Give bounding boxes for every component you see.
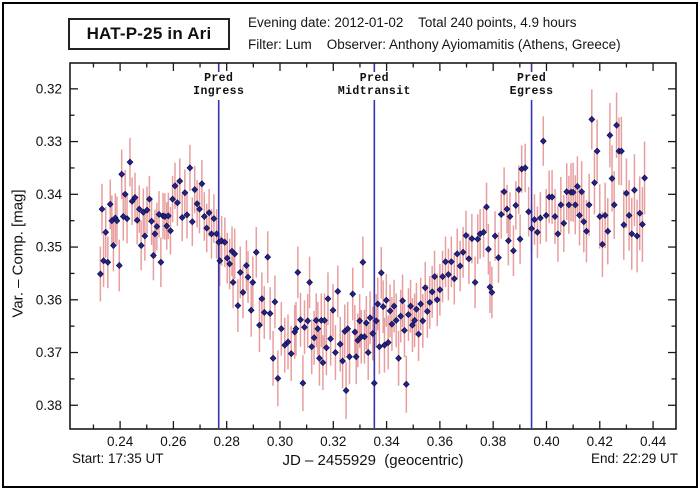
pred-midtransit-label: Pred xyxy=(360,72,389,85)
pred-ingress-label-2: Ingress xyxy=(193,85,244,98)
x-axis-label: JD – 2455929 (geocentric) xyxy=(282,452,464,469)
y-tick-labels: 0.32 0.33 0.34 0.35 0.36 0.37 0.38 xyxy=(36,81,63,412)
x-tick-label: 0.44 xyxy=(640,434,667,449)
y-tick-label: 0.33 xyxy=(36,134,62,149)
pred-midtransit-label-2: Midtransit xyxy=(338,85,411,98)
pred-egress-label-2: Egress xyxy=(510,85,554,98)
x-tick-labels: 0.24 0.26 0.28 0.30 0.32 0.34 0.36 0.38 0.40 0.42… xyxy=(107,434,667,449)
x-tick-label: 0.34 xyxy=(373,434,400,449)
y-axis-label: Var. – Comp. [mag] xyxy=(9,189,27,318)
x-tick-label: 0.38 xyxy=(480,434,506,449)
header-line-1: Evening date: 2012-01-02 Total 240 point… xyxy=(248,15,577,30)
x-tick-label: 0.36 xyxy=(427,434,453,449)
x-tick-label: 0.24 xyxy=(107,434,134,449)
title-box: HAT-P-25 in Ari xyxy=(68,18,230,50)
x-tick-label: 0.40 xyxy=(533,434,559,449)
data-points xyxy=(97,115,648,395)
pred-egress-label: Pred xyxy=(517,72,546,85)
y-tick-label: 0.36 xyxy=(36,292,62,307)
x-tick-label: 0.42 xyxy=(587,434,613,449)
y-tick-label: 0.32 xyxy=(36,81,62,96)
y-tick-label: 0.35 xyxy=(36,240,62,255)
axis-ticks xyxy=(70,63,676,429)
end-time-label: End: 22:29 UT xyxy=(590,451,678,466)
y-tick-label: 0.34 xyxy=(36,187,63,202)
page-title: HAT-P-25 in Ari xyxy=(86,24,212,43)
x-tick-label: 0.32 xyxy=(320,434,346,449)
start-time-label: Start: 17:35 UT xyxy=(72,451,164,466)
pred-ingress-label: Pred xyxy=(204,72,233,85)
y-tick-label: 0.38 xyxy=(36,398,62,413)
header-line-2: Filter: Lum Observer: Anthony Ayiomamiti… xyxy=(248,37,621,52)
x-tick-label: 0.26 xyxy=(160,434,186,449)
x-tick-label: 0.30 xyxy=(267,434,293,449)
error-bars xyxy=(99,89,646,419)
plot-border xyxy=(69,62,677,430)
y-tick-label: 0.37 xyxy=(36,345,62,360)
x-tick-label: 0.28 xyxy=(214,434,240,449)
